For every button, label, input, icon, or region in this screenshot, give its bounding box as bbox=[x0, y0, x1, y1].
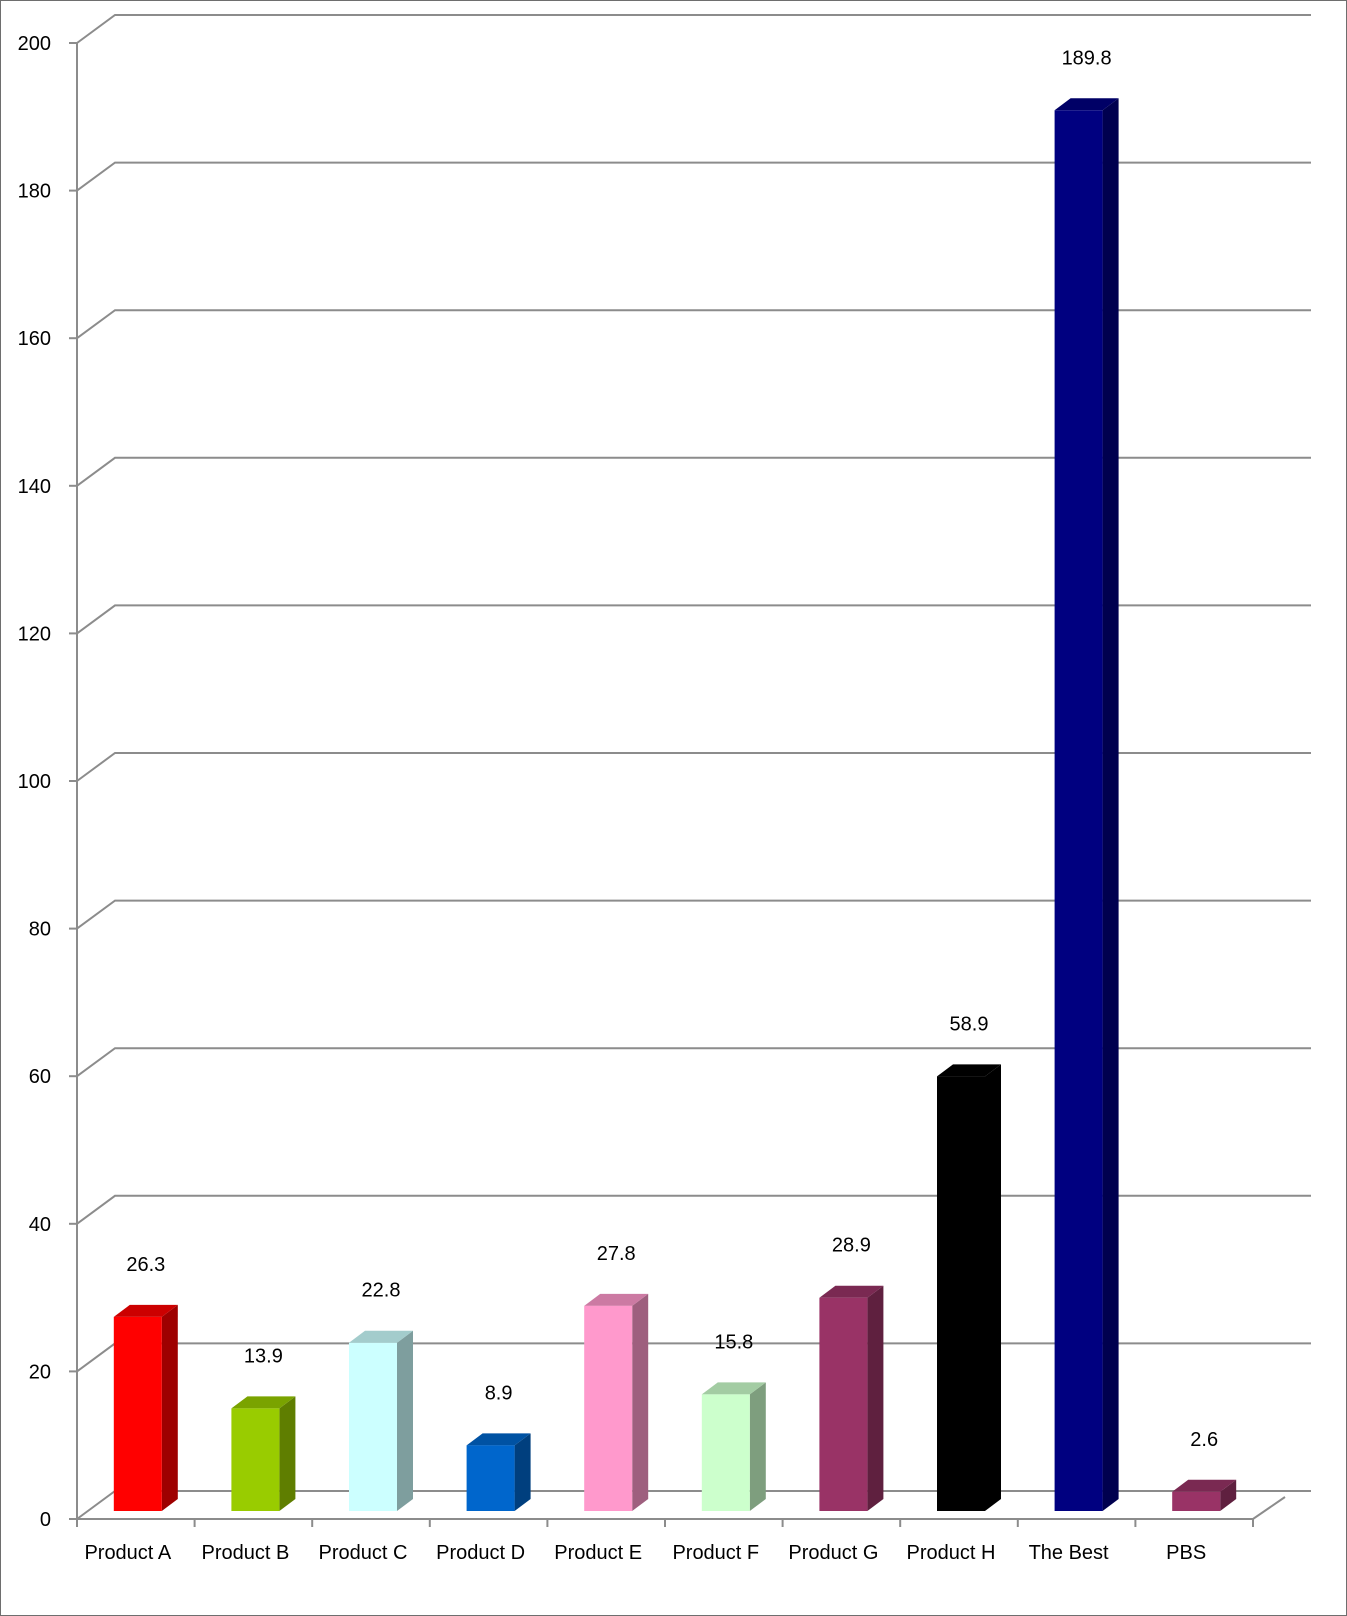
gridline bbox=[76, 161, 1311, 192]
y-tick-label: 180 bbox=[18, 181, 51, 203]
data-label: 22.8 bbox=[362, 1280, 401, 1302]
bar bbox=[231, 1408, 280, 1511]
data-label: 28.9 bbox=[832, 1235, 871, 1257]
gridline bbox=[76, 14, 1311, 44]
category-label: The Best bbox=[1029, 1542, 1109, 1564]
bar-side bbox=[985, 1064, 1001, 1511]
bar-side bbox=[514, 1433, 531, 1511]
bar-product-f bbox=[701, 1382, 766, 1511]
bar-top bbox=[937, 1064, 1001, 1077]
gridline bbox=[76, 604, 1311, 635]
bar-product-d bbox=[466, 1433, 531, 1511]
y-tick-label: 80 bbox=[29, 919, 51, 941]
bar-side bbox=[749, 1382, 766, 1511]
bar-product-b bbox=[231, 1396, 296, 1511]
data-label: 189.8 bbox=[1062, 47, 1112, 69]
bar bbox=[349, 1342, 397, 1511]
category-label: Product B bbox=[201, 1542, 289, 1564]
bar-product-g bbox=[819, 1285, 884, 1511]
gridlines bbox=[76, 14, 1311, 1520]
bar-product-h bbox=[937, 1064, 1001, 1511]
y-tick-label: 120 bbox=[18, 623, 51, 645]
gridline bbox=[76, 456, 1311, 487]
y-tick-label: 140 bbox=[18, 476, 51, 498]
bar-side bbox=[867, 1285, 884, 1511]
bar bbox=[819, 1297, 868, 1511]
bar-top bbox=[349, 1330, 413, 1343]
bar bbox=[1054, 110, 1103, 1511]
gridline bbox=[76, 1194, 1311, 1225]
bar-side bbox=[161, 1304, 178, 1511]
gridline bbox=[76, 1047, 1311, 1078]
gridline bbox=[76, 752, 1311, 782]
bar-side bbox=[1220, 1479, 1237, 1511]
data-label: 58.9 bbox=[950, 1013, 989, 1035]
bar-top bbox=[819, 1285, 884, 1298]
data-label: 15.8 bbox=[714, 1331, 753, 1353]
bar-product-e bbox=[584, 1293, 649, 1511]
y-tick-label: 100 bbox=[18, 771, 51, 793]
bar-side bbox=[1102, 98, 1119, 1511]
bar-side bbox=[632, 1293, 649, 1511]
y-tick-label: 200 bbox=[18, 33, 51, 55]
category-label: PBS bbox=[1166, 1542, 1206, 1564]
data-label: 27.8 bbox=[597, 1243, 636, 1265]
labels: 0 20 40 60 80 100 120 140 160 180 200 26.3 Product A… bbox=[18, 33, 1218, 1564]
gridline bbox=[76, 899, 1311, 930]
bar bbox=[937, 1076, 985, 1511]
axes bbox=[69, 42, 1286, 1527]
y-tick-label: 60 bbox=[29, 1066, 51, 1088]
bar-top bbox=[466, 1433, 531, 1446]
bar-top bbox=[113, 1304, 178, 1317]
bar-side bbox=[397, 1330, 413, 1511]
category-label: Product F bbox=[672, 1542, 759, 1564]
category-label: Product D bbox=[436, 1542, 525, 1564]
y-tick-label: 20 bbox=[29, 1361, 51, 1383]
data-label: 8.9 bbox=[485, 1382, 513, 1404]
y-tick-label: 0 bbox=[40, 1509, 51, 1531]
bar-top bbox=[1054, 98, 1119, 111]
bar bbox=[466, 1445, 515, 1511]
bar-pbs bbox=[1172, 1479, 1237, 1511]
bar bbox=[701, 1394, 750, 1511]
bar bbox=[1172, 1491, 1221, 1511]
gridline bbox=[76, 309, 1311, 340]
category-label: Product A bbox=[84, 1542, 171, 1564]
category-label: Product H bbox=[907, 1542, 996, 1564]
bar-top bbox=[1172, 1479, 1237, 1492]
data-label: 26.3 bbox=[126, 1254, 165, 1276]
data-label: 13.9 bbox=[244, 1345, 283, 1367]
bar-product-a bbox=[113, 1304, 178, 1511]
bar bbox=[113, 1316, 162, 1511]
bars bbox=[113, 98, 1237, 1511]
data-label: 2.6 bbox=[1190, 1429, 1218, 1451]
category-label: Product G bbox=[788, 1542, 878, 1564]
category-label: Product C bbox=[319, 1542, 408, 1564]
bar-top bbox=[231, 1396, 296, 1409]
y-tick-label: 160 bbox=[18, 328, 51, 350]
y-tick-label: 40 bbox=[29, 1214, 51, 1236]
category-label: Product E bbox=[554, 1542, 642, 1564]
bar bbox=[584, 1305, 633, 1511]
bar-top bbox=[584, 1293, 649, 1306]
bar-side bbox=[279, 1396, 296, 1511]
bar-product-c bbox=[349, 1330, 413, 1511]
bar-top bbox=[701, 1382, 766, 1395]
bar-the-best bbox=[1054, 98, 1119, 1511]
